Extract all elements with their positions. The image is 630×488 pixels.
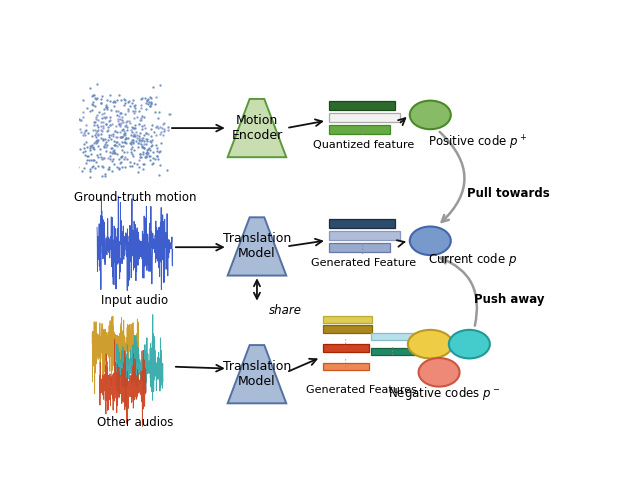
Bar	[323, 316, 372, 324]
Text: ⋯: ⋯	[358, 123, 368, 134]
Bar	[329, 244, 390, 252]
Text: Push away: Push away	[474, 292, 545, 305]
Ellipse shape	[449, 330, 490, 358]
Bar	[370, 333, 420, 341]
Text: share: share	[269, 304, 302, 317]
Ellipse shape	[410, 101, 451, 129]
Text: ⋯: ⋯	[340, 356, 350, 366]
Bar	[329, 102, 394, 110]
Ellipse shape	[410, 226, 451, 255]
Text: ⋯: ⋯	[340, 336, 350, 346]
Bar	[323, 363, 369, 370]
Bar	[323, 325, 372, 333]
Ellipse shape	[408, 330, 453, 358]
Bar	[323, 344, 369, 352]
Ellipse shape	[418, 358, 460, 386]
Text: Positive code $p^+$: Positive code $p^+$	[428, 134, 527, 152]
Text: Motion
Encoder: Motion Encoder	[231, 114, 283, 142]
Text: Pull towards: Pull towards	[467, 187, 550, 201]
Polygon shape	[227, 345, 286, 403]
Text: Input audio: Input audio	[101, 294, 168, 307]
Bar	[329, 231, 399, 241]
Text: Quantized feature: Quantized feature	[313, 140, 415, 150]
Text: ⋯: ⋯	[388, 344, 398, 353]
Bar	[329, 125, 390, 135]
Bar	[329, 220, 394, 228]
Text: ⋯: ⋯	[358, 242, 368, 253]
Text: Negative codes $p^-$: Negative codes $p^-$	[388, 385, 500, 402]
Text: Translation
Model: Translation Model	[223, 360, 291, 388]
Bar	[329, 113, 399, 122]
Text: Current code $p$: Current code $p$	[428, 251, 518, 268]
Bar	[370, 348, 417, 355]
Text: Generated Features: Generated Features	[306, 385, 416, 395]
Text: Translation
Model: Translation Model	[223, 232, 291, 261]
Text: Generated Feature: Generated Feature	[311, 258, 416, 268]
Text: Other audios: Other audios	[97, 416, 173, 429]
Polygon shape	[227, 99, 286, 157]
Polygon shape	[227, 217, 286, 276]
Text: Ground-truth motion: Ground-truth motion	[74, 191, 196, 204]
